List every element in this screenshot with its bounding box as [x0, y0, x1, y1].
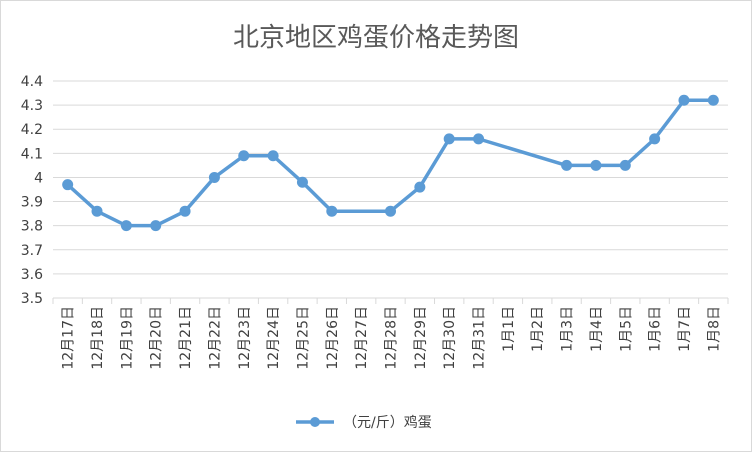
y-tick-label: 3.5: [21, 291, 43, 307]
x-tick-label: 12月31日: [472, 306, 488, 370]
y-axis-ticks: 3.5 3.6 3.7 3.8 3.9 4 4.1 4.2 4.3 4.4: [21, 74, 43, 307]
data-point: [590, 159, 602, 171]
data-point: [561, 159, 573, 171]
data-point: [150, 220, 162, 232]
x-axis: [52, 297, 729, 304]
x-tick-label: 12月26日: [325, 306, 341, 370]
data-point: [179, 205, 191, 217]
y-tick-label: 4: [34, 170, 43, 186]
y-tick-label: 4.2: [21, 122, 43, 138]
legend-label: （元/斤）鸡蛋: [343, 414, 432, 431]
data-point: [62, 179, 74, 191]
x-tick-label: 12月28日: [384, 306, 400, 370]
y-tick-label: 4.1: [21, 146, 43, 162]
gridlines: [53, 80, 728, 275]
x-tick-label: 12月20日: [149, 306, 165, 370]
x-tick-label: 12月22日: [207, 306, 223, 370]
data-point: [208, 171, 220, 183]
data-point: [238, 150, 250, 162]
x-axis-ticks: 12月17日 12月18日 12月19日 12月20日 12月21日 12月22日 12月2…: [61, 306, 723, 370]
x-tick-label: 12月21日: [178, 306, 194, 370]
x-tick-label: 12月17日: [61, 306, 77, 370]
data-point: [414, 181, 426, 193]
x-tick-label: 1月3日: [560, 306, 576, 352]
data-point: [120, 220, 132, 232]
series-layer: [62, 94, 719, 232]
x-tick-label: 12月18日: [90, 306, 106, 370]
data-point: [296, 176, 308, 188]
x-tick-label: 12月29日: [413, 306, 429, 370]
data-point: [619, 159, 631, 171]
y-tick-label: 4.4: [21, 74, 43, 90]
data-point: [443, 133, 455, 145]
x-tick-label: 12月24日: [266, 306, 282, 370]
data-point: [649, 133, 661, 145]
data-point: [678, 94, 690, 106]
x-tick-label: 12月27日: [354, 306, 370, 370]
legend-marker: [310, 417, 320, 427]
y-tick-label: 3.8: [21, 219, 43, 235]
x-tick-label: 1月8日: [706, 306, 722, 352]
x-tick-label: 1月4日: [589, 306, 605, 352]
data-point: [91, 205, 103, 217]
x-tick-label: 12月30日: [442, 306, 458, 370]
x-tick-label: 12月25日: [295, 306, 311, 370]
y-tick-label: 4.3: [21, 98, 43, 114]
y-tick-label: 3.6: [21, 267, 43, 283]
x-tick-label: 1月7日: [677, 306, 693, 352]
x-tick-label: 12月23日: [237, 306, 253, 370]
x-tick-label: 1月2日: [530, 306, 546, 352]
y-tick-label: 3.9: [21, 195, 43, 211]
data-point: [326, 205, 338, 217]
data-point: [267, 150, 279, 162]
x-tick-label: 1月5日: [618, 306, 634, 352]
x-tick-label: 1月6日: [648, 306, 664, 352]
chart-title: 北京地区鸡蛋价格走势图: [233, 23, 519, 53]
x-tick-label: 1月1日: [501, 306, 517, 352]
data-point: [385, 205, 396, 217]
data-point: [707, 94, 719, 106]
legend: （元/斤）鸡蛋: [296, 414, 432, 431]
x-tick-label: 12月19日: [119, 306, 135, 370]
y-tick-label: 3.7: [21, 243, 43, 259]
data-point: [473, 133, 485, 145]
